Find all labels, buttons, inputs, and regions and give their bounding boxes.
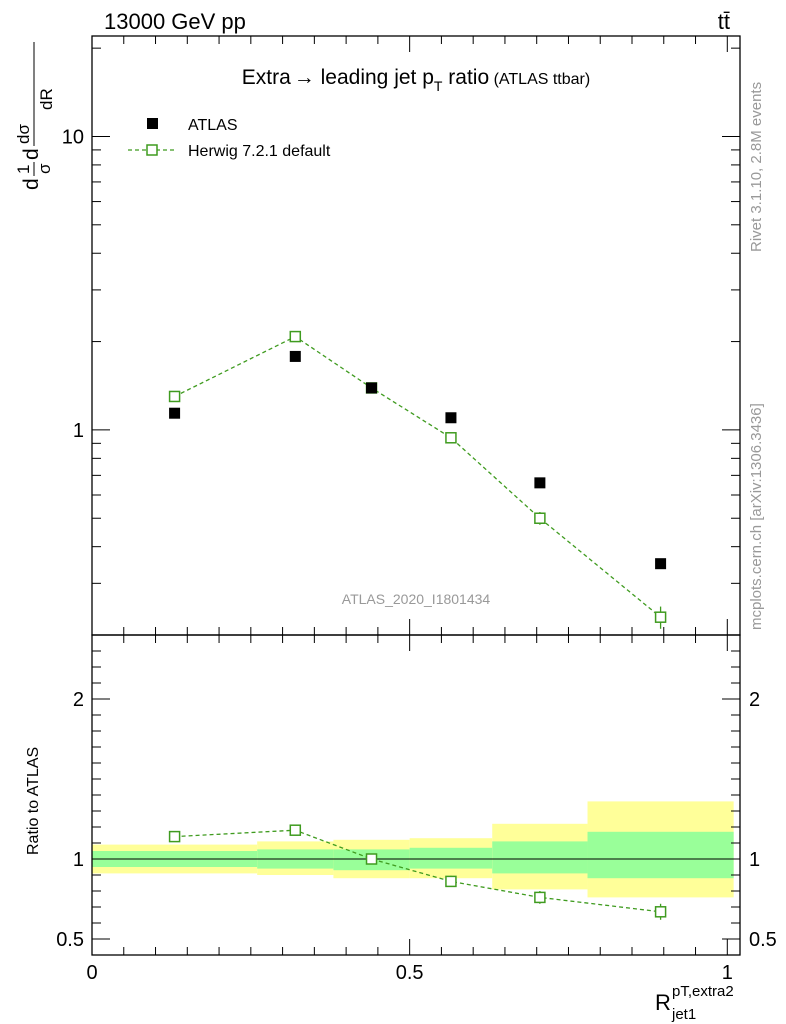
ratio-panel: Ratio to ATLAS R pT,extra2 jet1 0 0.5 10.5… (25, 634, 777, 1023)
svg-text:dσ: dσ (14, 124, 33, 144)
ratio-y-tick-label: 2 (73, 689, 84, 711)
ratio-herwig-point (654, 906, 667, 918)
legend-herwig-label: Herwig 7.2.1 default (188, 143, 331, 160)
ratio-band-green (409, 847, 493, 869)
x-axis-label: R pT,extra2 jet1 (655, 983, 734, 1023)
legend-herwig-marker (146, 144, 158, 156)
ratio-y-tick-label: 1 (749, 849, 760, 871)
svg-text:d: d (20, 148, 43, 160)
atlas-point (366, 382, 378, 394)
legend-atlas-marker (147, 118, 158, 129)
ratio-herwig-point (168, 830, 181, 843)
mcplots-label: mcplots.cern.ch [arXiv:1306.3436] (748, 403, 765, 630)
ratio-y-tick-label: 0.5 (749, 929, 777, 951)
x-tick-label: 0 (86, 962, 97, 984)
ratio-herwig-point (365, 853, 378, 865)
legend-atlas-label: ATLAS (188, 117, 238, 134)
x-tick-label: 0.5 (396, 962, 424, 984)
ratio-y-tick-label: 2 (749, 689, 760, 711)
ratio-herwig-point (534, 891, 546, 904)
ratio-herwig-point (289, 824, 302, 836)
analysis-label: ATLAS_2020_I1801434 (342, 591, 491, 607)
plot-title: Extra → leading jet pT ratio (ATLAS ttbar… (242, 66, 590, 94)
svg-text:dR: dR (37, 88, 56, 110)
rivet-label: Rivet 3.1.10, 2.8M events (748, 82, 765, 252)
ratio-y-tick-label: 1 (73, 849, 84, 871)
x-axis-label-sub: jet1 (671, 1006, 696, 1023)
ratio-band-green (587, 831, 734, 879)
legend: ATLAS Herwig 7.2.1 default (128, 117, 331, 160)
x-tick-label: 1 (722, 962, 733, 984)
svg-text:σ: σ (35, 163, 54, 174)
svg-text:1: 1 (14, 165, 33, 174)
ratio-band-green (492, 841, 588, 874)
ratio-y-tick-label: 0.5 (56, 929, 84, 951)
ratio-frame (91, 634, 741, 956)
x-axis-label-main: R (655, 990, 671, 1015)
atlas-point (445, 412, 457, 424)
herwig-point (168, 390, 181, 403)
herwig-point (534, 512, 546, 524)
main-y-tick-label: 1 (73, 420, 84, 442)
ratio-herwig-line (174, 829, 661, 913)
ratio-y-axis-label: Ratio to ATLAS (25, 747, 42, 855)
collision-label: 13000 GeV pp (104, 9, 246, 34)
x-axis-label-sup: pT,extra2 (672, 983, 734, 1000)
main-y-tick-label: 10 (62, 126, 84, 148)
svg-text:d: d (20, 178, 43, 190)
herwig-point (654, 611, 667, 623)
atlas-point (289, 350, 301, 362)
herwig-point (289, 330, 302, 343)
main-panel: Extra → leading jet pT ratio (ATLAS ttbar… (14, 35, 741, 636)
main-y-axis-label: d 1 σ d dσ dR (14, 42, 56, 190)
herwig-line (174, 335, 662, 618)
ratio-herwig-point (445, 875, 457, 888)
process-label: tt̄ (718, 9, 730, 34)
atlas-point (169, 407, 181, 419)
atlas-point (655, 558, 667, 570)
atlas-point (534, 477, 546, 489)
herwig-point (445, 432, 457, 444)
